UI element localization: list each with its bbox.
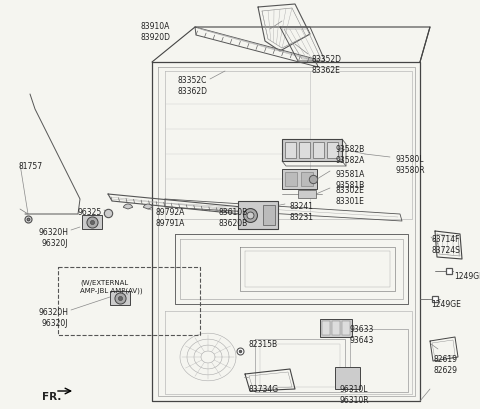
Text: 96310L
96310R: 96310L 96310R (340, 384, 370, 404)
Text: 93580L
93580R: 93580L 93580R (395, 155, 425, 175)
Text: 96320H
96320J: 96320H 96320J (38, 227, 68, 247)
Wedge shape (144, 204, 153, 209)
Wedge shape (123, 204, 132, 209)
Bar (301, 173, 313, 187)
Text: 83352D
83362E: 83352D 83362E (311, 55, 341, 75)
Bar (299, 143, 310, 159)
Text: 83610B
83620B: 83610B 83620B (218, 207, 247, 227)
Bar (298, 191, 316, 198)
Bar (335, 367, 360, 389)
Bar (263, 205, 275, 225)
Bar (313, 143, 324, 159)
Text: 1249GE: 1249GE (454, 271, 480, 280)
Text: 82619
82629: 82619 82629 (434, 354, 458, 374)
Bar (110, 291, 130, 305)
Bar (282, 139, 342, 162)
Text: 89792A
89791A: 89792A 89791A (155, 207, 184, 227)
Bar (342, 321, 350, 335)
Text: 93581A
93581B: 93581A 93581B (335, 170, 364, 190)
Text: 83714F
83724S: 83714F 83724S (432, 234, 461, 254)
Text: 93633
93643: 93633 93643 (350, 324, 374, 344)
Bar (320, 319, 352, 337)
Bar (285, 173, 297, 187)
Text: 81757: 81757 (18, 162, 42, 171)
Text: 83241
83231: 83241 83231 (290, 202, 314, 222)
Text: 83734G: 83734G (248, 384, 278, 393)
Text: 82315B: 82315B (248, 339, 277, 348)
Bar (327, 143, 338, 159)
Text: 96320H
96320J: 96320H 96320J (38, 307, 68, 327)
Text: (W/EXTERNAL
AMP-JBL AMP(AV)): (W/EXTERNAL AMP-JBL AMP(AV)) (80, 279, 143, 294)
Text: FR.: FR. (42, 391, 61, 401)
Text: 83302E
83301E: 83302E 83301E (335, 186, 364, 206)
Text: 96325: 96325 (78, 207, 102, 216)
Bar (82, 216, 102, 229)
Bar (285, 143, 296, 159)
Text: 1249GE: 1249GE (431, 299, 461, 308)
Bar (332, 321, 340, 335)
Bar (322, 321, 330, 335)
Bar (282, 170, 317, 189)
Text: 83910A
83920D: 83910A 83920D (140, 22, 170, 42)
Text: 93582B
93582A: 93582B 93582A (335, 145, 364, 165)
Text: 83352C
83362D: 83352C 83362D (177, 76, 207, 96)
Bar (238, 202, 278, 229)
